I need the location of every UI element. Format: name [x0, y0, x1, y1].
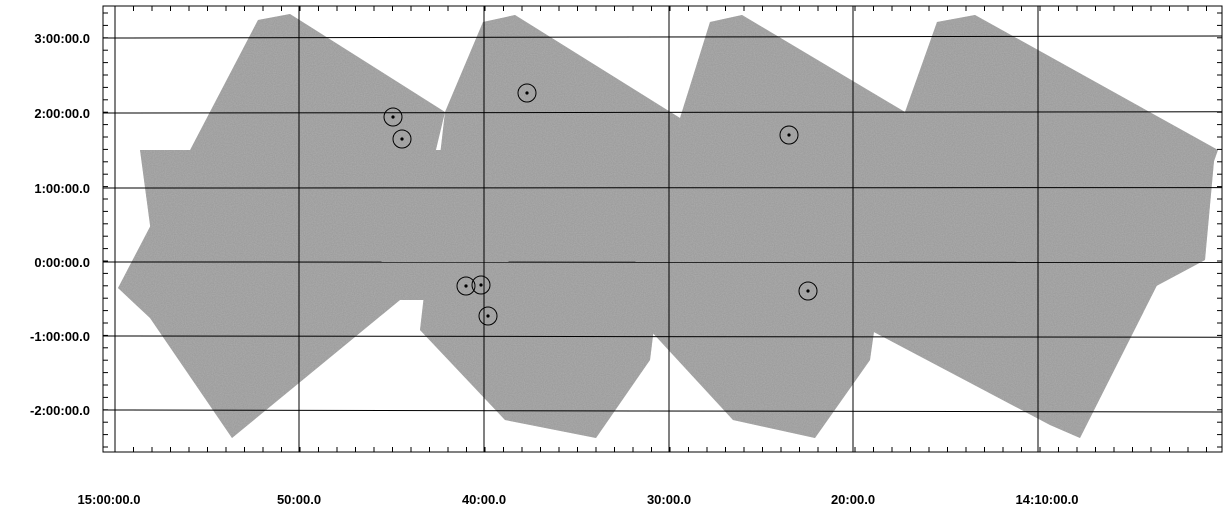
grid-line-horizontal	[102, 111, 1223, 114]
source-marker	[779, 125, 799, 145]
source-dot	[806, 289, 810, 293]
plot-frame	[102, 5, 1223, 453]
x-tick-label: 20:00.0	[831, 492, 875, 507]
y-tick-label: -2:00:00.0	[30, 403, 90, 418]
source-circle	[471, 275, 491, 295]
source-marker	[478, 306, 498, 326]
source-marker	[392, 129, 412, 149]
x-tick-label: 14:10:00.0	[1016, 492, 1079, 507]
source-dot	[479, 283, 483, 287]
source-circle	[779, 125, 799, 145]
source-circle	[798, 281, 818, 301]
source-circle	[456, 276, 476, 296]
source-marker	[471, 275, 491, 295]
coverage-tile-grain	[140, 150, 1215, 300]
x-tick-label: 50:00.0	[277, 492, 321, 507]
x-axis-tick-labels: 15:00:00.0 50:00.0 40:00.0 30:00.0 20:00…	[78, 492, 1079, 507]
y-tick-label: 0:00:00.0	[34, 255, 90, 270]
y-tick-label: -1:00:00.0	[30, 329, 90, 344]
source-dot	[486, 314, 490, 318]
minor-ticks	[103, 6, 1222, 452]
source-dot	[391, 115, 395, 119]
x-tick-label: 15:00:00.0	[78, 492, 141, 507]
source-circle	[392, 129, 412, 149]
grid-line-horizontal	[102, 409, 1223, 413]
source-dot	[400, 137, 404, 141]
source-dot	[787, 133, 791, 137]
grid-line-horizontal	[102, 35, 1223, 39]
y-tick-label: 3:00:00.0	[34, 31, 90, 46]
source-dot	[525, 91, 529, 95]
x-tick-label: 30:00.0	[647, 492, 691, 507]
y-tick-label: 2:00:00.0	[34, 106, 90, 121]
source-marker	[383, 107, 403, 127]
y-tick-label: 1:00:00.0	[34, 181, 90, 196]
coordinate-grid	[102, 6, 1223, 452]
source-circle	[517, 83, 537, 103]
x-tick-label: 40:00.0	[462, 492, 506, 507]
source-marker	[517, 83, 537, 103]
source-dot	[464, 284, 468, 288]
source-marker	[798, 281, 818, 301]
source-circle	[383, 107, 403, 127]
source-circle	[478, 306, 498, 326]
grid-line-horizontal	[102, 335, 1223, 338]
survey-coverage	[118, 14, 1218, 438]
source-markers	[383, 83, 818, 326]
coverage-grain	[118, 14, 1218, 438]
y-axis-tick-labels: 3:00:00.0 2:00:00.0 1:00:00.0 0:00:00.0 …	[30, 31, 90, 418]
source-marker	[456, 276, 476, 296]
